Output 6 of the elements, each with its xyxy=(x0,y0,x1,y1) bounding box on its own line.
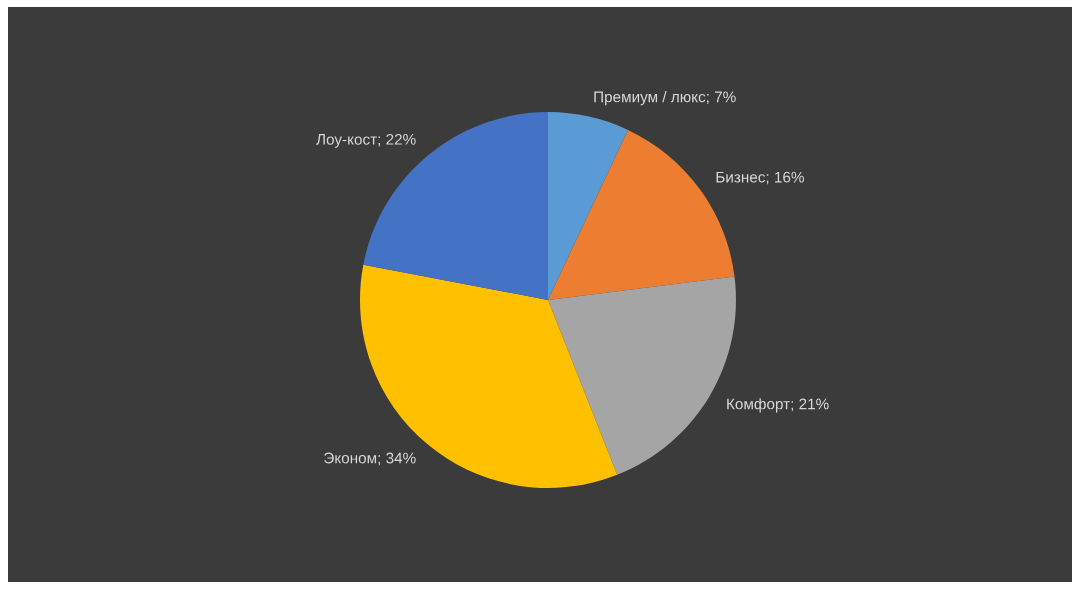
slice-label: Комфорт; 21% xyxy=(727,398,829,413)
slice-label: Премиум / люкс; 7% xyxy=(594,91,736,106)
slice-label: Лоу-кост; 22% xyxy=(316,133,416,148)
pie-slice xyxy=(548,112,629,300)
slice-label: Эконом; 34% xyxy=(324,452,416,466)
slice-label: Бизнес; 16% xyxy=(716,171,804,185)
